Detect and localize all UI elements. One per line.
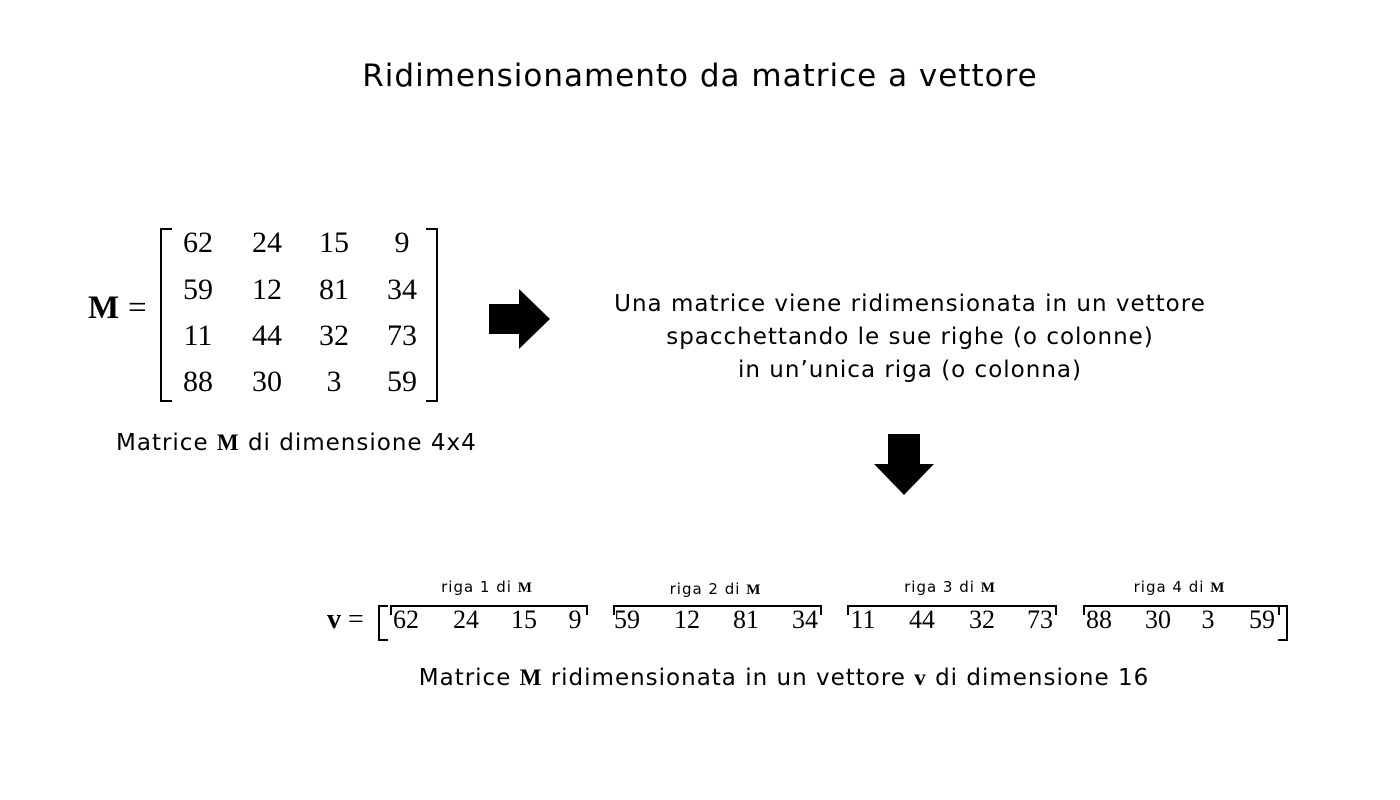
row-group-label: riga 1 di M <box>390 578 584 597</box>
matrix-cell: 11 <box>183 319 213 352</box>
row-group-label-symbol: M <box>980 580 996 596</box>
matrix-caption: Matrice M di dimensione 4x4 <box>116 430 477 456</box>
matrix-cell: 73 <box>387 319 417 352</box>
vector-cell: 32 <box>969 605 995 634</box>
vector-cell: 30 <box>1145 605 1171 634</box>
diagram-title: Ridimensionamento da matrice a vettore <box>362 58 1038 94</box>
matrix-caption-pre: Matrice <box>116 430 209 456</box>
vector-left-bracket <box>378 605 388 641</box>
row-group-label-text: riga 1 di <box>441 578 512 596</box>
matrix-caption-post: di dimensione 4x4 <box>247 430 477 456</box>
vector-caption: Matrice M ridimensionata in un vettore v… <box>0 665 1400 691</box>
vector-caption-symbol-m: M <box>519 665 543 690</box>
matrix-cell: 30 <box>252 365 282 398</box>
vector-cell: 9 <box>568 605 582 634</box>
vector-cell: 11 <box>850 605 876 634</box>
vector-cell: 3 <box>1201 605 1215 634</box>
vector-cell: 12 <box>674 605 700 634</box>
vector-caption-post: di dimensione 16 <box>935 665 1150 691</box>
matrix-cell: 24 <box>252 226 282 259</box>
row-group-label-text: riga 3 di <box>904 578 975 596</box>
vector-caption-symbol-v: v <box>914 665 927 690</box>
matrix-cell: 88 <box>183 365 213 398</box>
matrix-cell: 34 <box>387 273 417 306</box>
row-group-brace <box>390 605 588 615</box>
row-group-label: riga 4 di M <box>1083 578 1276 597</box>
matrix-cell: 12 <box>252 273 282 306</box>
vector-cell: 81 <box>733 605 759 634</box>
arrow-right-icon <box>489 289 550 349</box>
vector-cell: 34 <box>792 605 818 634</box>
matrix-cell: 44 <box>252 319 282 352</box>
row-group-label-symbol: M <box>1210 580 1226 596</box>
vector-caption-pre: Matrice <box>418 665 512 691</box>
matrix-symbol: M <box>88 290 120 326</box>
vector-right-bracket <box>1278 605 1288 641</box>
row-group-label-text: riga 4 di <box>1133 578 1205 596</box>
matrix-cell: 3 <box>326 365 342 398</box>
row-group-brace <box>1083 605 1280 615</box>
vector-cell: 59 <box>614 605 640 634</box>
vector-equals: = <box>348 604 364 635</box>
matrix-cell: 9 <box>394 226 410 259</box>
matrix-cell: 59 <box>387 365 417 398</box>
matrix-right-bracket <box>426 228 438 402</box>
vector-cell: 59 <box>1249 605 1275 634</box>
vector-symbol: v <box>327 604 341 635</box>
vector-cell: 24 <box>453 605 479 634</box>
matrix-equals: = <box>128 290 147 326</box>
explanation-line-2: spacchettando le sue righe (o colonne) <box>666 324 1154 350</box>
matrix-cell: 81 <box>319 273 349 306</box>
matrix-caption-symbol: M <box>216 430 240 455</box>
row-group-label-text: riga 2 di <box>669 580 741 598</box>
matrix-cell: 15 <box>319 226 349 259</box>
row-group-brace <box>847 605 1057 615</box>
vector-caption-mid: ridimensionata in un vettore <box>550 665 906 691</box>
arrow-down-icon <box>874 434 934 495</box>
vector-cell: 62 <box>393 605 419 634</box>
vector-cell: 73 <box>1027 605 1053 634</box>
row-group-label: riga 2 di M <box>613 580 818 599</box>
row-group-brace <box>613 605 822 615</box>
vector-cell: 88 <box>1086 605 1112 634</box>
matrix-cell: 32 <box>319 319 349 352</box>
explanation-line-3: in un’unica riga (o colonna) <box>738 357 1082 383</box>
explanation-text: Una matrice viene ridimensionata in un v… <box>560 288 1260 387</box>
matrix-cell: 62 <box>183 226 213 259</box>
row-group-label-symbol: M <box>517 580 533 596</box>
row-group-label: riga 3 di M <box>847 578 1053 597</box>
vector-cell: 44 <box>909 605 935 634</box>
explanation-line-1: Una matrice viene ridimensionata in un v… <box>614 291 1206 317</box>
matrix-cell: 59 <box>183 273 213 306</box>
vector-cell: 15 <box>511 605 537 634</box>
row-group-label-symbol: M <box>746 582 762 598</box>
matrix-left-bracket <box>160 228 172 402</box>
